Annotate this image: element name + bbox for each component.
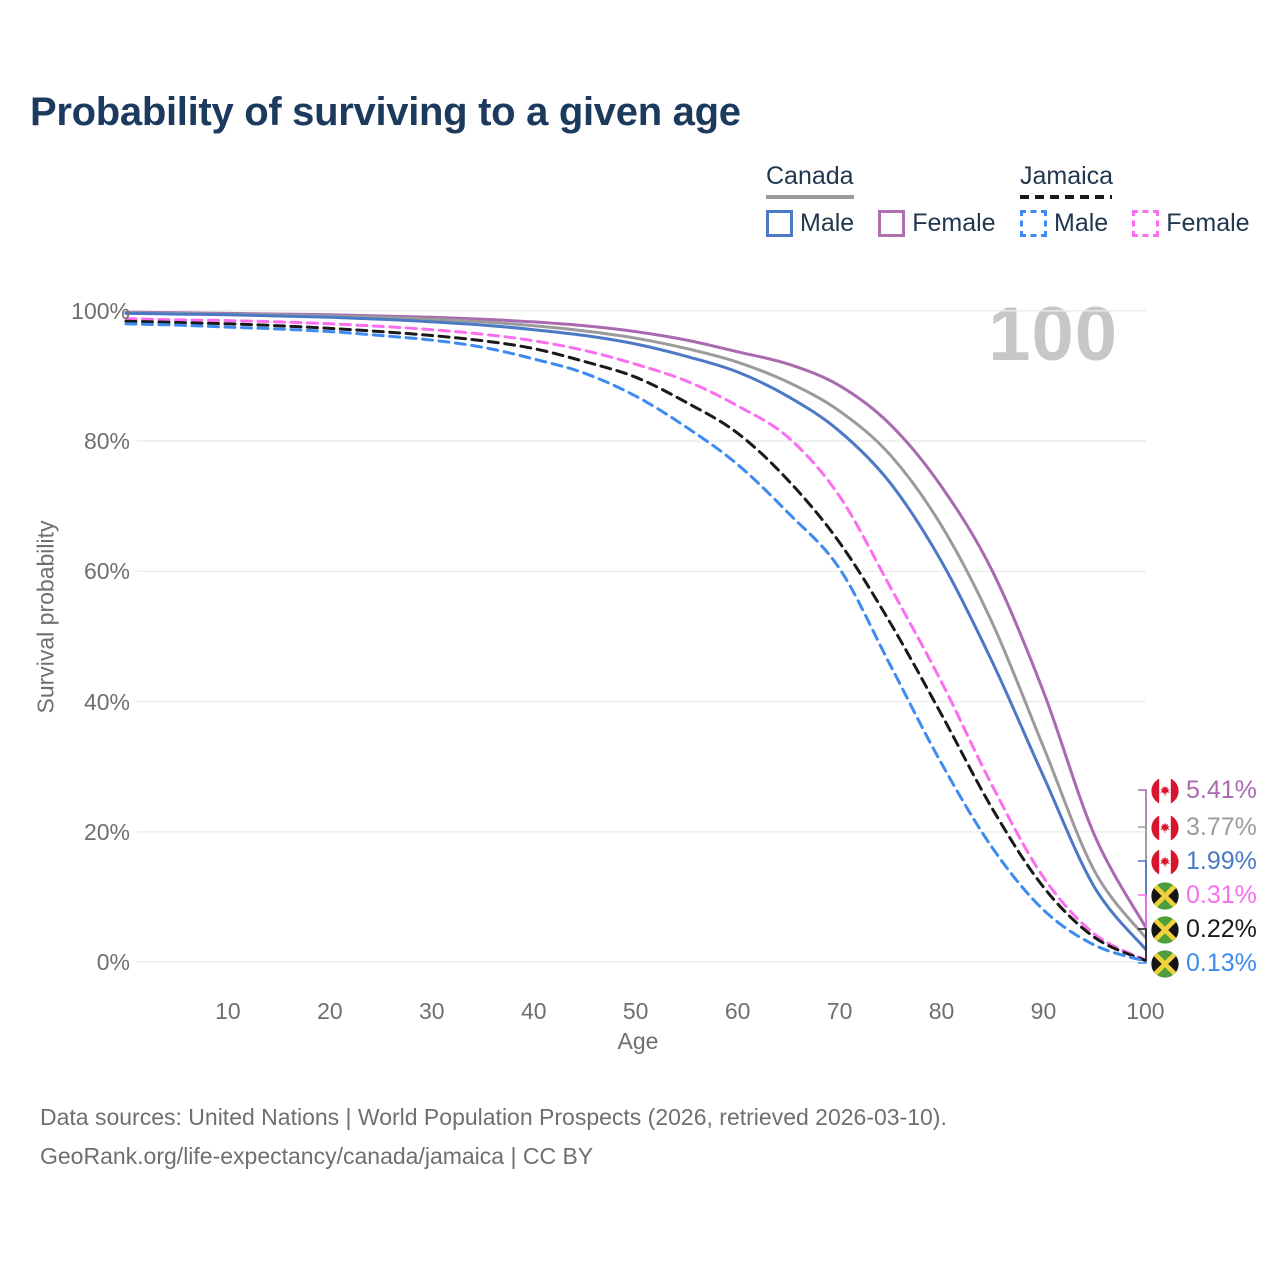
legend-underline-jamaica-dashed-line: [1020, 195, 1112, 199]
x-tick-20: 20: [317, 998, 343, 1024]
end-label-canada-male: 1.99%: [1151, 847, 1257, 876]
canada-male-swatch-icon: [766, 210, 793, 237]
legend-label-jamaica-female: Female: [1166, 209, 1250, 237]
footer-data-sources: Data sources: United Nations | World Pop…: [40, 1104, 947, 1130]
leader-line-jamaica-total: [1138, 928, 1147, 961]
footer-attribution: GeoRank.org/life-expectancy/canada/jamai…: [40, 1143, 594, 1169]
end-value-jamaica-male: 0.13%: [1186, 949, 1257, 977]
x-tick-90: 90: [1030, 998, 1057, 1024]
legend-group-canada: Canada Male Female: [766, 162, 996, 238]
curve-canada-total: [124, 311, 1147, 939]
x-tick-10: 10: [215, 998, 241, 1024]
curve-canada-female: [124, 310, 1147, 929]
end-label-jamaica-total: 0.22%: [1151, 915, 1257, 944]
jamaica-flag-icon: [1151, 915, 1179, 944]
canada-flag-icon: [1151, 813, 1179, 842]
leader-line-canada-female: [1138, 789, 1147, 927]
legend-label-canada-male: Male: [800, 209, 855, 237]
jamaica-flag-icon: [1151, 881, 1179, 910]
canada-flag-icon: [1151, 847, 1179, 876]
y-tick-80: 80%: [83, 428, 130, 455]
legend-item-jamaica-female[interactable]: Female: [1132, 209, 1250, 238]
y-tick-60: 60%: [83, 558, 130, 585]
x-tick-70: 70: [826, 998, 853, 1024]
end-label-canada-female: 5.41%: [1151, 776, 1257, 805]
end-value-canada-female: 5.41%: [1186, 776, 1257, 804]
legend-header-canada: Canada: [766, 162, 854, 190]
legend-item-canada-female[interactable]: Female: [878, 209, 996, 238]
age-watermark: 100: [988, 292, 1118, 377]
y-tick-0: 0%: [96, 949, 130, 975]
jamaica-flag-icon: [1151, 949, 1179, 978]
end-value-jamaica-female: 0.31%: [1186, 881, 1257, 909]
x-tick-80: 80: [928, 998, 955, 1024]
canada-female-swatch-icon: [878, 210, 906, 237]
x-tick-60: 60: [724, 998, 751, 1024]
end-value-canada-male: 1.99%: [1186, 847, 1257, 875]
legend-header-jamaica: Jamaica: [1020, 162, 1114, 190]
leader-line-jamaica-male: [1138, 961, 1147, 964]
curve-jamaica-total: [124, 319, 1147, 963]
end-label-canada-total: 3.77%: [1151, 813, 1257, 842]
page-title: Probability of surviving to a given age: [30, 90, 741, 134]
x-axis-title: Age: [617, 1028, 659, 1054]
jamaica-female-swatch-icon: [1132, 210, 1160, 237]
legend-item-jamaica-male[interactable]: Male: [1020, 209, 1108, 238]
curve-jamaica-male: [124, 322, 1147, 963]
legend-label-canada-female: Female: [912, 209, 996, 237]
x-tick-100: 100: [1126, 998, 1165, 1024]
curve-canada-male: [124, 311, 1147, 951]
end-label-jamaica-male: 0.13%: [1151, 949, 1257, 978]
x-tick-40: 40: [520, 998, 547, 1024]
curve-jamaica-female: [124, 317, 1147, 962]
legend-underline-canada-solid-line: [766, 195, 854, 199]
canada-flag-icon: [1151, 776, 1179, 805]
x-tick-50: 50: [622, 998, 649, 1024]
footer: Data sources: United Nations | World Pop…: [40, 1098, 947, 1176]
legend-label-jamaica-male: Male: [1054, 209, 1109, 237]
legend-group-jamaica: Jamaica Male Female: [1020, 162, 1250, 238]
y-tick-40: 40%: [83, 688, 130, 715]
end-label-jamaica-female: 0.31%: [1151, 881, 1257, 910]
legend-item-canada-male[interactable]: Male: [766, 209, 854, 238]
y-tick-20: 20%: [83, 818, 130, 845]
jamaica-male-swatch-icon: [1020, 210, 1047, 237]
end-value-jamaica-total: 0.22%: [1186, 915, 1257, 943]
x-tick-30: 30: [419, 998, 445, 1024]
y-axis-title: Survival probability: [32, 520, 59, 714]
end-value-canada-total: 3.77%: [1186, 813, 1257, 841]
y-tick-100: 100%: [71, 297, 130, 324]
